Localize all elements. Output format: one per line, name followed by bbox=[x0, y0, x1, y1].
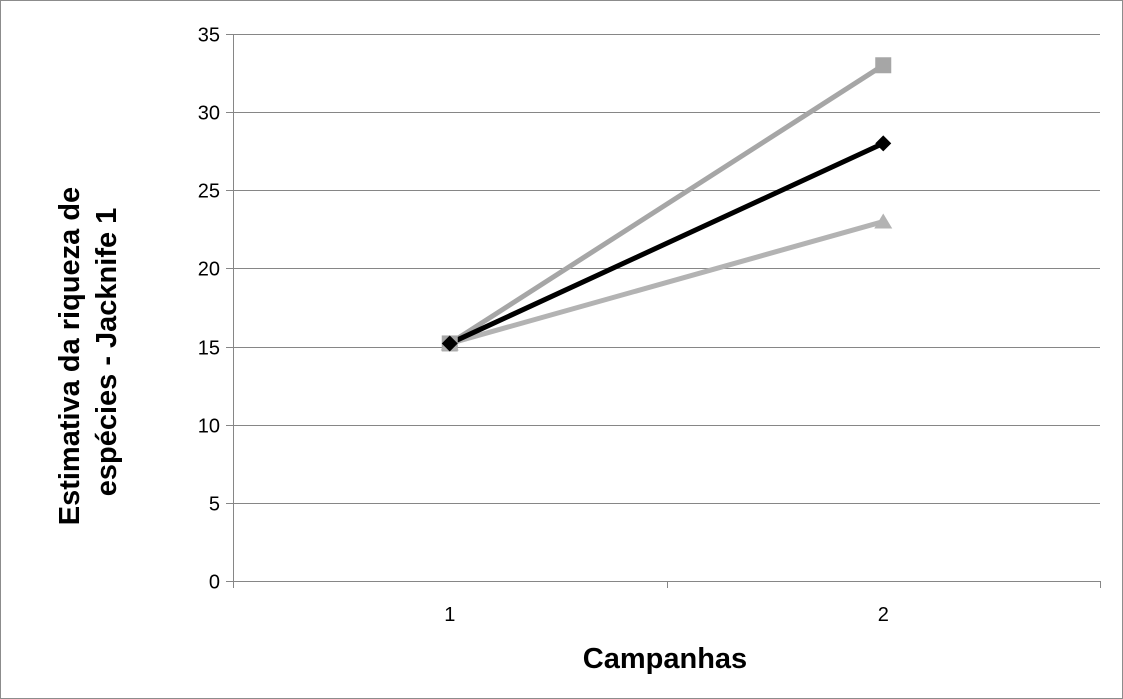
series-line-3 bbox=[447, 219, 886, 346]
y-tick-label: 0 bbox=[209, 572, 220, 594]
series-2-point-2 bbox=[875, 135, 892, 152]
y-axis-title-line-1: Estimativa da riqueza de bbox=[54, 187, 86, 525]
y-tick-labels: 0 5 10 15 20 25 30 35 bbox=[198, 25, 220, 594]
series-line-1 bbox=[447, 62, 886, 346]
y-tick-label: 25 bbox=[198, 181, 220, 203]
series-2-point-1 bbox=[441, 335, 458, 352]
series-1-point-2 bbox=[875, 57, 892, 74]
axes bbox=[226, 34, 1101, 588]
y-axis-title: Estimativa da riqueza de espécies - Jack… bbox=[54, 179, 123, 526]
y-tick-label: 5 bbox=[209, 494, 220, 516]
series-lines bbox=[447, 62, 886, 346]
series-markers bbox=[440, 57, 893, 352]
y-tick-label: 35 bbox=[198, 25, 220, 47]
y-tick-label: 30 bbox=[198, 103, 220, 125]
series-3-point-2 bbox=[874, 213, 893, 229]
grid-lines bbox=[233, 34, 1100, 504]
series-line-2 bbox=[447, 140, 886, 346]
y-tick-label: 15 bbox=[198, 338, 220, 360]
x-tick-label: 1 bbox=[444, 604, 455, 626]
y-tick-label: 10 bbox=[198, 416, 220, 438]
y-axis-title-line-2: espécies - Jacknife 1 bbox=[91, 208, 123, 497]
y-tick-label: 20 bbox=[198, 259, 220, 281]
x-tick-label: 2 bbox=[878, 604, 889, 626]
x-axis-title: Campanhas bbox=[583, 643, 747, 675]
